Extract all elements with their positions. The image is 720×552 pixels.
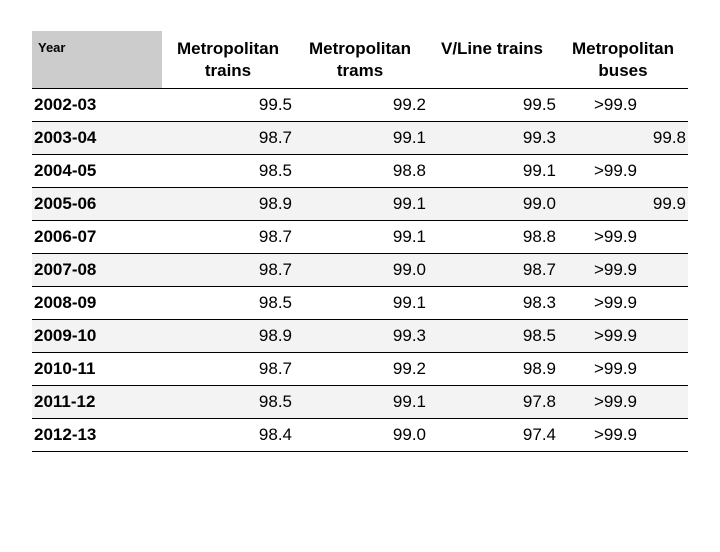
- cell-metro-trains: 98.7: [258, 227, 292, 246]
- table-row: 2002-03 99.5 99.2 99.5 >99.9: [32, 89, 688, 122]
- table-row: 2006-07 98.7 99.1 98.8 >99.9: [32, 221, 688, 254]
- table-header-row: Year Metropolitan trains Metropolitan tr…: [32, 31, 688, 89]
- table-row: 2007-08 98.7 99.0 98.7 >99.9: [32, 254, 688, 287]
- header-year: Year: [32, 31, 162, 88]
- cell-vline-trains: 98.7: [522, 260, 556, 279]
- cell-vline-trains: 99.3: [522, 128, 556, 147]
- cell-vline-trains: 98.5: [522, 326, 556, 345]
- cell-metro-trams: 99.1: [392, 194, 426, 213]
- cell-year: 2012-13: [34, 425, 97, 444]
- cell-metro-trains: 99.5: [258, 95, 292, 114]
- cell-metro-trams: 99.1: [392, 392, 426, 411]
- cell-vline-trains: 97.4: [522, 425, 556, 444]
- header-line: trains: [204, 61, 252, 80]
- cell-metro-trams: 99.3: [392, 326, 426, 345]
- table-row: 2011-12 98.5 99.1 97.8 >99.9: [32, 386, 688, 419]
- cell-metro-trains: 98.5: [258, 293, 292, 312]
- header-metropolitan-trams: Metropolitan trams: [294, 31, 426, 88]
- table-row: 2004-05 98.5 98.8 99.1 >99.9: [32, 155, 688, 188]
- cell-metro-buses: 99.9: [652, 194, 686, 213]
- table-row: 2008-09 98.5 99.1 98.3 >99.9: [32, 287, 688, 320]
- cell-vline-trains: 98.8: [522, 227, 556, 246]
- cell-year: 2010-11: [34, 359, 96, 378]
- cell-vline-trains: 98.9: [522, 359, 556, 378]
- cell-vline-trains: 99.5: [522, 95, 556, 114]
- cell-metro-trams: 99.1: [392, 128, 426, 147]
- header-line: Metropolitan: [177, 39, 279, 58]
- header-line: Metropolitan: [309, 39, 411, 58]
- cell-metro-trains: 98.7: [258, 128, 292, 147]
- cell-metro-buses: >99.9: [594, 293, 638, 312]
- header-metropolitan-buses: Metropolitan buses: [558, 31, 688, 88]
- cell-year: 2006-07: [34, 227, 97, 246]
- header-line: Metropolitan: [572, 39, 674, 58]
- table-row: 2010-11 98.7 99.2 98.9 >99.9: [32, 353, 688, 386]
- cell-year: 2004-05: [34, 161, 97, 180]
- cell-metro-trains: 98.4: [258, 425, 292, 444]
- table-row: 2003-04 98.7 99.1 99.3 99.8: [32, 122, 688, 155]
- cell-metro-buses: >99.9: [594, 161, 638, 180]
- header-metropolitan-trains: Metropolitan trains: [162, 31, 294, 88]
- cell-year: 2008-09: [34, 293, 97, 312]
- cell-year: 2003-04: [34, 128, 97, 147]
- cell-metro-trains: 98.9: [258, 326, 292, 345]
- cell-metro-trains: 98.9: [258, 194, 292, 213]
- cell-metro-trams: 99.1: [392, 293, 426, 312]
- cell-metro-trains: 98.5: [258, 392, 292, 411]
- cell-year: 2011-12: [34, 392, 96, 411]
- cell-metro-trams: 99.0: [392, 425, 426, 444]
- cell-metro-buses: >99.9: [594, 326, 638, 345]
- cell-vline-trains: 98.3: [522, 293, 556, 312]
- cell-year: 2009-10: [34, 326, 97, 345]
- cell-year: 2002-03: [34, 95, 97, 114]
- cell-metro-trains: 98.5: [258, 161, 292, 180]
- table-row: 2005-06 98.9 99.1 99.0 99.9: [32, 188, 688, 221]
- cell-metro-trains: 98.7: [258, 359, 292, 378]
- header-line: V/Line trains: [440, 39, 544, 58]
- cell-metro-trams: 99.2: [392, 95, 426, 114]
- cell-vline-trains: 97.8: [522, 392, 556, 411]
- cell-metro-buses: >99.9: [594, 425, 638, 444]
- cell-metro-trams: 99.1: [392, 227, 426, 246]
- header-vline-trains: V/Line trains: [426, 31, 558, 88]
- cell-metro-buses: >99.9: [594, 227, 638, 246]
- cell-metro-trams: 98.8: [392, 161, 426, 180]
- table-row: 2009-10 98.9 99.3 98.5 >99.9: [32, 320, 688, 353]
- cell-metro-buses: >99.9: [594, 359, 638, 378]
- header-line: buses: [598, 61, 648, 80]
- table-row: 2012-13 98.4 99.0 97.4 >99.9: [32, 419, 688, 452]
- cell-metro-buses: >99.9: [594, 392, 638, 411]
- cell-metro-trams: 99.0: [392, 260, 426, 279]
- cell-metro-trams: 99.2: [392, 359, 426, 378]
- reliability-table: Year Metropolitan trains Metropolitan tr…: [32, 31, 688, 452]
- cell-metro-trains: 98.7: [258, 260, 292, 279]
- cell-metro-buses: 99.8: [652, 128, 686, 147]
- cell-vline-trains: 99.1: [522, 161, 556, 180]
- cell-vline-trains: 99.0: [522, 194, 556, 213]
- cell-year: 2007-08: [34, 260, 97, 279]
- cell-year: 2005-06: [34, 194, 97, 213]
- header-line: trams: [336, 61, 384, 80]
- cell-metro-buses: >99.9: [594, 260, 638, 279]
- cell-metro-buses: >99.9: [594, 95, 638, 114]
